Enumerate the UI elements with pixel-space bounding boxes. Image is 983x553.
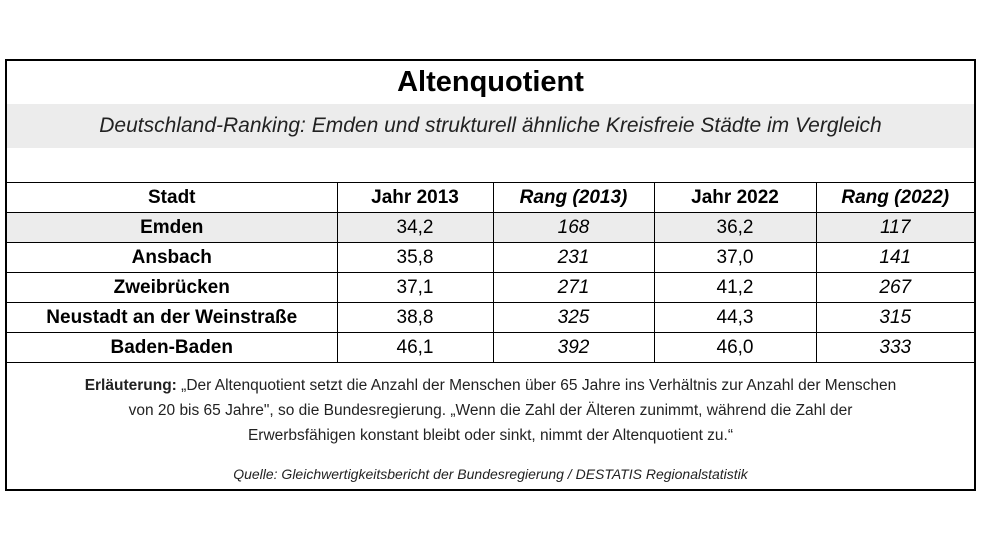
subtitle: Deutschland-Ranking: Emden und strukture…: [7, 104, 974, 148]
header-rang-2013: Rang (2013): [492, 182, 655, 213]
value-2022-cell: 46,0: [653, 332, 817, 363]
rank-2022-cell: 117: [815, 212, 974, 243]
rank-2022-cell: 315: [815, 302, 974, 333]
value-2022-cell: 44,3: [653, 302, 817, 333]
explanation-note: Erläuterung: „Der Altenquotient setzt di…: [7, 373, 974, 448]
note-line-1: Erläuterung: „Der Altenquotient setzt di…: [7, 373, 974, 398]
table-row: Emden 34,2 168 36,2 117: [7, 212, 974, 243]
ranking-table: Stadt Jahr 2013 Rang (2013) Jahr 2022 Ra…: [7, 182, 974, 363]
value-2022-cell: 41,2: [653, 272, 817, 303]
note-text-1: „Der Altenquotient setzt die Anzahl der …: [181, 377, 897, 394]
city-cell: Baden-Baden: [7, 332, 338, 363]
header-rang-2022: Rang (2022): [815, 182, 974, 213]
city-cell: Zweibrücken: [7, 272, 338, 303]
header-stadt: Stadt: [7, 182, 338, 213]
table-row: Ansbach 35,8 231 37,0 141: [7, 242, 974, 273]
rank-2013-cell: 325: [492, 302, 655, 333]
city-cell: Neustadt an der Weinstraße: [7, 302, 338, 333]
table-header-row: Stadt Jahr 2013 Rang (2013) Jahr 2022 Ra…: [7, 182, 974, 213]
rank-2022-cell: 141: [815, 242, 974, 273]
header-jahr-2013: Jahr 2013: [336, 182, 494, 213]
rank-2013-cell: 392: [492, 332, 655, 363]
value-2013-cell: 35,8: [336, 242, 494, 273]
rank-2013-cell: 231: [492, 242, 655, 273]
rank-2022-cell: 267: [815, 272, 974, 303]
value-2013-cell: 37,1: [336, 272, 494, 303]
source-line: Quelle: Gleichwertigkeitsbericht der Bun…: [233, 466, 748, 482]
rank-2013-cell: 168: [492, 212, 655, 243]
city-cell: Emden: [7, 212, 338, 243]
table-row: Neustadt an der Weinstraße 38,8 325 44,3…: [7, 302, 974, 333]
value-2013-cell: 46,1: [336, 332, 494, 363]
table-row: Zweibrücken 37,1 271 41,2 267: [7, 272, 974, 303]
page-title: Altenquotient: [397, 66, 584, 98]
city-cell: Ansbach: [7, 242, 338, 273]
value-2013-cell: 34,2: [336, 212, 494, 243]
note-text-3: Erwerbsfähigen konstant bleibt oder sink…: [247, 427, 734, 444]
value-2013-cell: 38,8: [336, 302, 494, 333]
rank-2022-cell: 333: [815, 332, 974, 363]
table-row: Baden-Baden 46,1 392 46,0 333: [7, 332, 974, 363]
rank-2013-cell: 271: [492, 272, 655, 303]
note-label: Erläuterung:: [84, 377, 177, 394]
value-2022-cell: 37,0: [653, 242, 817, 273]
infographic-frame: Altenquotient Deutschland-Ranking: Emden…: [5, 59, 976, 491]
note-text-2: von 20 bis 65 Jahre", so die Bundesregie…: [128, 402, 853, 419]
header-jahr-2022: Jahr 2022: [653, 182, 817, 213]
value-2022-cell: 36,2: [653, 212, 817, 243]
